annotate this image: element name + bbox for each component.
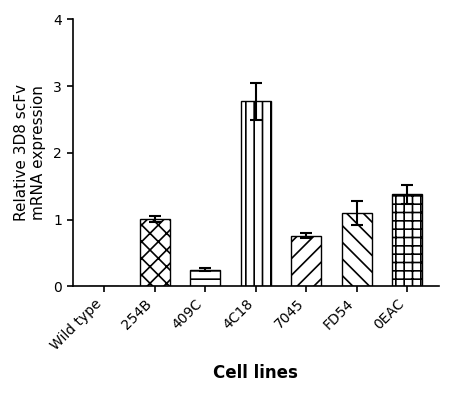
Bar <box>392 194 423 286</box>
Bar <box>140 219 170 286</box>
Bar <box>342 213 372 286</box>
X-axis label: Cell lines: Cell lines <box>213 364 298 382</box>
Y-axis label: Relative 3D8 scFv
mRNA expression: Relative 3D8 scFv mRNA expression <box>14 84 46 221</box>
Bar <box>241 101 271 286</box>
Bar <box>291 236 322 286</box>
Bar <box>190 270 221 286</box>
